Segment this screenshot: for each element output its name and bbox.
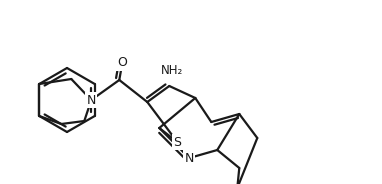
Text: S: S [173, 135, 181, 148]
Text: N: N [87, 93, 96, 107]
Text: N: N [185, 151, 194, 164]
Text: O: O [117, 56, 127, 70]
Text: NH₂: NH₂ [161, 63, 183, 77]
